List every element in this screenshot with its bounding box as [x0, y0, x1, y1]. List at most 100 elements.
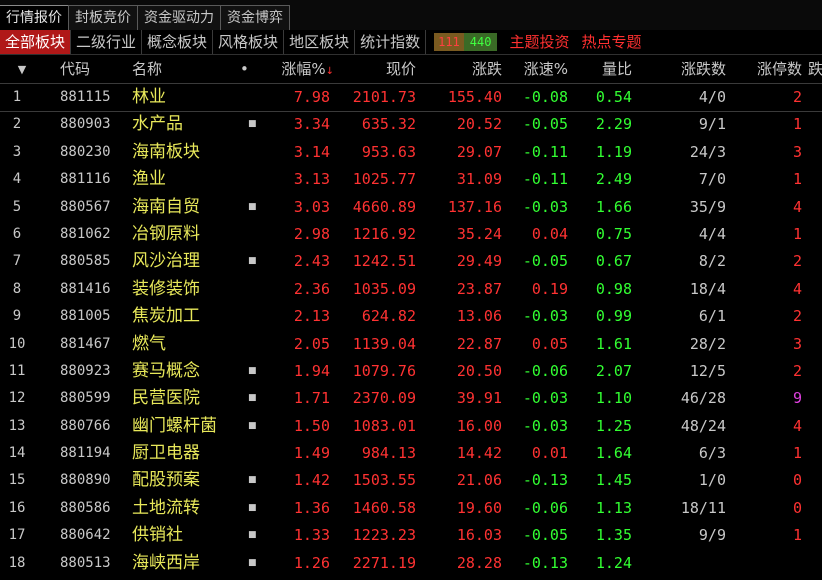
- limit-up-count: 1: [792, 526, 802, 545]
- limit-up-count: 1: [792, 170, 802, 189]
- current-price: 1242.51: [352, 252, 416, 271]
- sector-code: 881005: [60, 308, 111, 325]
- table-row[interactable]: 10 881467 燃气 2.05 1139.04 22.87 0.05 1.61 28/2 3: [0, 331, 822, 358]
- limit-up-count: 1: [792, 224, 802, 243]
- sector-marker: ■: [248, 475, 257, 486]
- up-down-count: 6/3: [698, 444, 726, 463]
- col-header-volume-ratio[interactable]: 量比: [601, 60, 632, 78]
- current-price: 635.32: [361, 115, 416, 134]
- price-change: 13.06: [456, 307, 502, 326]
- tab-capital-game[interactable]: 资金博弈: [220, 5, 290, 30]
- up-count: 111: [434, 33, 464, 51]
- row-index: 13: [8, 417, 26, 434]
- table-row[interactable]: 5 880567 海南自贸 ■ 3.03 4660.89 137.16 -0.03 1.66 35…: [0, 194, 822, 221]
- sector-name: 装修装饰: [132, 278, 200, 299]
- limit-up-count: 4: [792, 279, 802, 298]
- table-row[interactable]: 13 880766 幽门螺杆菌 ■ 1.50 1083.01 16.00 -0.03 1.25 4…: [0, 413, 822, 440]
- pct-change: 2.36: [293, 279, 330, 298]
- tab-concept-sectors[interactable]: 概念板块: [142, 30, 214, 54]
- sector-marker: ■: [248, 530, 257, 541]
- volume-ratio: 2.07: [595, 361, 632, 380]
- pct-change: 1.94: [293, 361, 330, 380]
- up-down-count: 48/24: [680, 416, 726, 435]
- tab-capital-drive[interactable]: 资金驱动力: [137, 5, 221, 30]
- up-down-count: 4/0: [698, 88, 726, 106]
- table-row[interactable]: 6 881062 冶钢原料 2.98 1216.92 35.24 0.04 0.75 4/4 1: [0, 221, 822, 248]
- col-header-price[interactable]: 现价: [385, 60, 416, 78]
- tab-region-sectors[interactable]: 地区板块: [284, 30, 356, 54]
- change-speed: 0.04: [531, 224, 568, 243]
- pct-change: 2.98: [293, 224, 330, 243]
- tab-secondary-industry[interactable]: 二级行业: [71, 30, 143, 54]
- col-header-limit-up-count[interactable]: 涨停数: [756, 60, 802, 78]
- table-row[interactable]: 2 880903 水产品 ■ 3.34 635.32 20.52 -0.05 2.29 9/1 1: [0, 111, 822, 138]
- current-price: 1079.76: [352, 361, 416, 380]
- col-header-change[interactable]: 涨跌: [471, 60, 502, 78]
- sector-code: 880230: [60, 143, 111, 160]
- sector-code: 881062: [60, 225, 111, 242]
- table-row[interactable]: 16 880586 土地流转 ■ 1.36 1460.58 19.60 -0.06 1.13 18…: [0, 495, 822, 522]
- sector-name: 赛马概念: [132, 360, 200, 381]
- change-speed: -0.03: [522, 389, 568, 408]
- price-change: 28.28: [456, 553, 502, 572]
- sector-code: 880923: [60, 362, 111, 379]
- tab-stat-index[interactable]: 统计指数: [355, 30, 427, 54]
- tab-all-sectors[interactable]: 全部板块: [0, 30, 72, 54]
- table-row[interactable]: 18 880513 海峡西岸 ■ 1.26 2271.19 28.28 -0.13 1.24: [0, 550, 822, 577]
- table-row[interactable]: 9 881005 焦炭加工 2.13 624.82 13.06 -0.03 0.99 6/1 2: [0, 303, 822, 330]
- price-change: 23.87: [456, 279, 502, 298]
- change-speed: -0.03: [522, 197, 568, 216]
- row-index: 18: [8, 554, 26, 571]
- price-change: 31.09: [456, 170, 502, 189]
- sector-code: 881416: [60, 280, 111, 297]
- row-index: 1: [12, 89, 22, 105]
- sector-marker: ■: [248, 393, 257, 404]
- pct-change: 1.71: [293, 389, 330, 408]
- table-row[interactable]: 17 880642 供销社 ■ 1.33 1223.23 16.03 -0.05 1.35 9/9…: [0, 522, 822, 549]
- change-speed: -0.03: [522, 307, 568, 326]
- tab-hot-topics[interactable]: 热点专题: [581, 33, 642, 51]
- col-header-speed[interactable]: 涨速%: [523, 60, 568, 78]
- current-price: 1216.92: [352, 224, 416, 243]
- volume-ratio: 1.13: [595, 498, 632, 517]
- volume-ratio: 1.24: [595, 553, 632, 572]
- current-price: 624.82: [361, 307, 416, 326]
- pct-change: 1.42: [293, 471, 330, 490]
- sector-name: 渔业: [132, 169, 166, 190]
- row-index: 3: [12, 143, 22, 160]
- col-header-pct[interactable]: 涨幅%↓: [262, 56, 334, 85]
- up-down-count-badge: 111 440: [434, 33, 498, 51]
- limit-up-count: 4: [792, 197, 802, 216]
- tab-quotes[interactable]: 行情报价: [0, 5, 69, 30]
- table-row[interactable]: 7 880585 风沙治理 ■ 2.43 1242.51 29.49 -0.05 0.67 8/2…: [0, 248, 822, 275]
- tab-theme-investment[interactable]: 主题投资: [509, 33, 570, 51]
- sector-marker: ■: [248, 201, 257, 212]
- limit-up-count: 3: [792, 334, 802, 353]
- row-index: 17: [8, 527, 26, 544]
- current-price: 1035.09: [352, 279, 416, 298]
- current-price: 1025.77: [352, 170, 416, 189]
- price-change: 16.03: [456, 526, 502, 545]
- table-row[interactable]: 11 880923 赛马概念 ■ 1.94 1079.76 20.50 -0.06 2.07 12…: [0, 358, 822, 385]
- table-row[interactable]: 8 881416 装修装饰 2.36 1035.09 23.87 0.19 0.98 18/4 4: [0, 276, 822, 303]
- limit-up-count: 2: [792, 252, 802, 271]
- table-row[interactable]: 14 881194 厨卫电器 1.49 984.13 14.42 0.01 1.64 6/3 1: [0, 440, 822, 467]
- tab-sealed-auction[interactable]: 封板竞价: [68, 5, 138, 30]
- col-header-name[interactable]: 名称: [132, 60, 163, 78]
- sector-code: 880599: [60, 390, 111, 407]
- table-row[interactable]: 4 881116 渔业 3.13 1025.77 31.09 -0.11 2.49 7/0 1: [0, 166, 822, 193]
- tab-style-sectors[interactable]: 风格板块: [213, 30, 285, 54]
- pct-change: 2.13: [293, 307, 330, 326]
- table-row[interactable]: 1 881115 林业 7.98 2101.73 155.40 -0.08 0.54 4/0 2: [0, 82, 822, 113]
- table-row[interactable]: 12 880599 民营医院 ■ 1.71 2370.09 39.91 -0.03 1.10 46…: [0, 385, 822, 412]
- sector-marker: ■: [248, 557, 257, 568]
- table-row[interactable]: 15 880890 配股预案 ■ 1.42 1503.55 21.06 -0.13 1.45 1/…: [0, 467, 822, 494]
- col-header-code[interactable]: 代码: [60, 60, 91, 78]
- sector-code: 881115: [60, 89, 111, 105]
- current-price: 1503.55: [352, 471, 416, 490]
- col-header-extra[interactable]: 跌: [808, 60, 822, 78]
- sort-marker-icon[interactable]: ▼: [17, 63, 27, 76]
- table-row[interactable]: 3 880230 海南板块 3.14 953.63 29.07 -0.11 1.19 24/3 3: [0, 139, 822, 166]
- col-header-up-down-count[interactable]: 涨跌数: [680, 60, 726, 78]
- sector-name: 燃气: [132, 333, 166, 354]
